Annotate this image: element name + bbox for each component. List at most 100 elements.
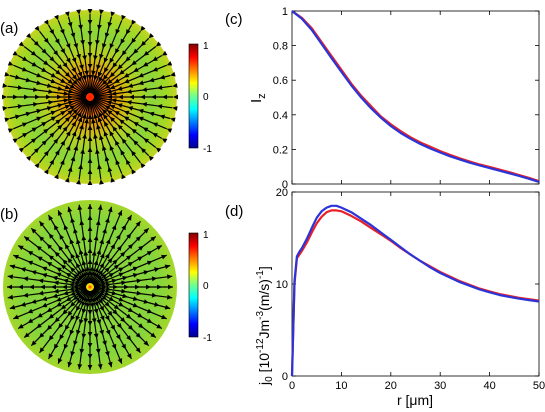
field-arrowhead	[159, 114, 165, 120]
field-arrowhead	[133, 122, 139, 127]
field-arrowhead	[9, 304, 16, 310]
field-arrowhead	[99, 305, 104, 312]
field-arrowhead	[101, 295, 107, 300]
field-arrowhead	[110, 324, 115, 331]
field-arrowhead	[68, 286, 75, 292]
field-arrowhead	[87, 365, 93, 370]
field-arrowhead	[113, 264, 120, 270]
field-arrowhead	[146, 251, 153, 256]
field-arrowhead	[117, 124, 123, 130]
field-arrowhead	[109, 116, 115, 122]
field-arrowhead	[78, 249, 84, 255]
field-arrowhead	[46, 94, 51, 100]
field-arrowhead	[56, 297, 62, 302]
field-arrowhead	[56, 272, 62, 277]
y-tick-label: 20	[276, 187, 288, 199]
field-arrowhead	[97, 116, 103, 123]
x-tick-label: 20	[385, 380, 397, 392]
field-arrowhead	[126, 215, 132, 221]
field-arrowhead	[80, 40, 85, 46]
field-arrowhead	[65, 72, 71, 78]
field-arrowhead	[104, 291, 110, 296]
field-arrowhead	[68, 282, 75, 288]
field-arrowhead	[91, 118, 96, 124]
field-arrowhead	[31, 228, 37, 234]
field-arrowhead	[137, 256, 143, 262]
field-arrowhead	[146, 260, 153, 266]
field-arrowhead	[84, 118, 89, 124]
field-arrowhead	[52, 293, 58, 299]
field-arrowhead	[121, 288, 127, 294]
field-arrowhead	[109, 57, 115, 64]
field-arrowhead	[2, 106, 8, 111]
field-arrowhead	[63, 98, 69, 103]
field-arrowhead	[103, 57, 109, 63]
field-arrowhead	[48, 353, 54, 359]
vector-field-b	[3, 200, 177, 374]
field-arrowhead	[123, 116, 130, 122]
field-arrowhead	[50, 116, 57, 122]
field-arrowhead	[143, 50, 150, 56]
field-arrowhead	[77, 116, 83, 123]
field-arrowhead	[94, 267, 99, 273]
field-arrowhead	[140, 162, 146, 169]
field-arrowhead	[7, 284, 12, 290]
field-arrowhead	[103, 114, 108, 120]
field-arrowhead	[106, 100, 112, 105]
field-arrowhead	[82, 55, 87, 61]
field-arrowhead	[70, 217, 75, 223]
field-arrowhead	[150, 236, 156, 242]
field-arrowhead	[18, 323, 24, 329]
field-arrowhead	[93, 55, 98, 61]
field-arrowhead	[69, 105, 76, 111]
field-arrowhead	[93, 235, 99, 241]
field-arrowhead	[111, 91, 117, 96]
field-arrowhead	[63, 278, 69, 284]
field-arrowhead	[161, 254, 167, 260]
field-arrowhead	[95, 220, 101, 226]
field-arrowhead	[93, 333, 99, 339]
field-arrowhead	[54, 14, 59, 21]
field-arrowhead	[41, 266, 48, 272]
field-arrowhead	[131, 37, 137, 44]
field-arrowhead	[72, 79, 78, 85]
field-arrowhead	[172, 83, 178, 88]
field-arrowhead	[132, 302, 139, 308]
field-arrowhead	[111, 98, 117, 103]
field-arrowhead	[107, 310, 113, 317]
field-arrowhead	[57, 358, 63, 364]
colorbar-a: 1 0 -1	[188, 41, 212, 155]
field-arrowhead	[67, 257, 73, 264]
field-arrowhead	[138, 80, 144, 86]
field-arrowhead	[87, 237, 93, 242]
field-arrowhead	[87, 180, 93, 185]
colorbar-b-tick-mid: 0	[203, 281, 209, 292]
field-arrowhead	[167, 274, 173, 280]
field-arrowhead	[103, 131, 109, 137]
field-arrowhead	[114, 111, 120, 116]
field-arrowhead	[4, 71, 10, 77]
field-arrowhead	[104, 267, 110, 273]
field-arrowhead	[15, 114, 21, 120]
arrow-set-a	[2, 9, 178, 185]
field-arrowhead	[37, 256, 43, 262]
field-arrowhead	[76, 329, 81, 336]
field-arrowhead	[148, 111, 155, 117]
field-arrowhead	[43, 37, 49, 44]
field-arrowhead	[73, 340, 78, 346]
field-arrowhead	[7, 128, 14, 133]
field-arrowhead	[101, 43, 107, 49]
field-arrowhead	[75, 290, 81, 296]
field-arrowhead	[71, 131, 77, 137]
arrow-set-b	[7, 204, 173, 370]
field-arrowhead	[76, 262, 81, 269]
field-arrowhead	[87, 204, 93, 209]
field-arrowhead	[111, 278, 117, 284]
field-arrowhead	[122, 293, 128, 299]
field-arrowhead	[79, 348, 85, 354]
field-arrowhead	[49, 29, 54, 35]
field-arrowhead	[71, 121, 76, 127]
field-arrowhead	[81, 235, 87, 241]
field-arrowhead	[46, 262, 53, 267]
field-arrowhead	[65, 296, 72, 301]
